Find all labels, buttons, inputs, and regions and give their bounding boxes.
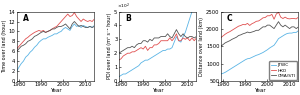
Text: $\times10^{2}$: $\times10^{2}$ — [117, 2, 130, 11]
Y-axis label: Time over land (hour): Time over land (hour) — [2, 20, 7, 73]
Text: B: B — [125, 14, 131, 23]
Text: A: A — [23, 14, 29, 23]
Text: C: C — [227, 14, 233, 23]
Legend: JTWC, HKO, CMA/STI: JTWC, HKO, CMA/STI — [269, 61, 297, 80]
Y-axis label: PDI over land (m³ s⁻² hour): PDI over land (m³ s⁻² hour) — [107, 13, 112, 79]
Y-axis label: Distance over land (km): Distance over land (km) — [199, 17, 204, 76]
X-axis label: Year: Year — [50, 88, 62, 93]
X-axis label: Year: Year — [254, 88, 266, 93]
X-axis label: Year: Year — [152, 88, 164, 93]
